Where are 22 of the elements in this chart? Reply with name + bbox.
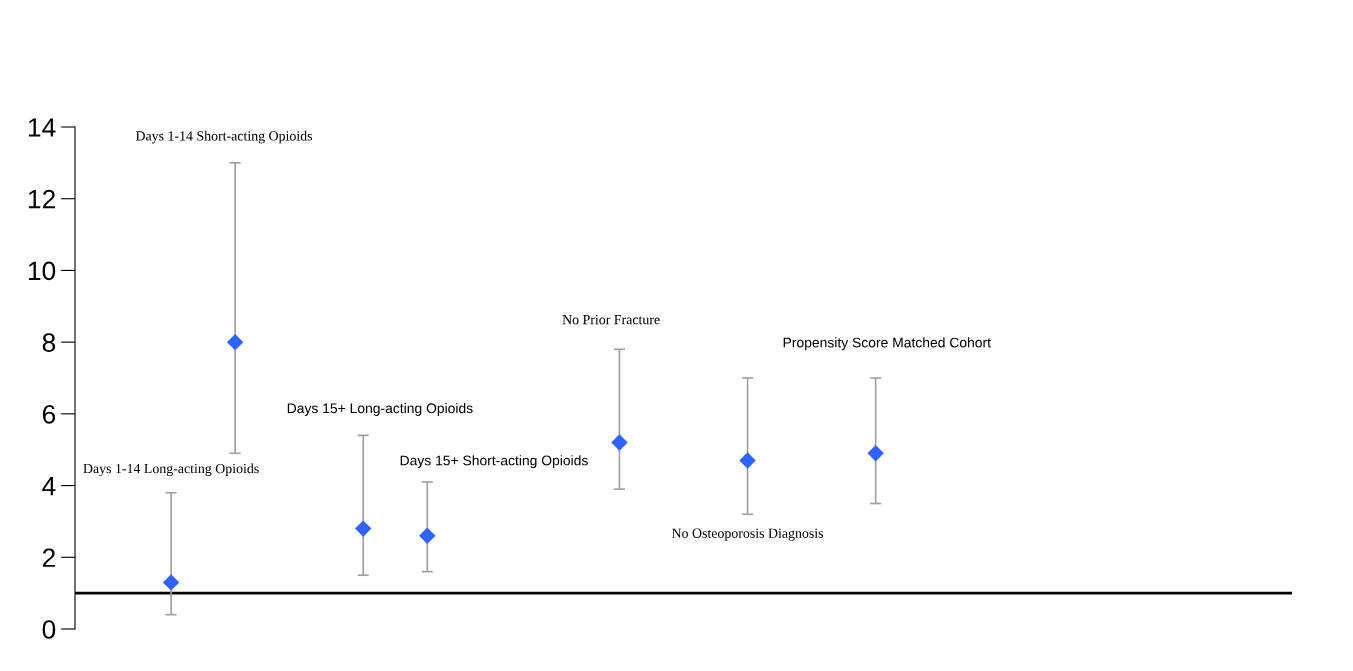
point — [226, 333, 244, 351]
y-tick-label: 2 — [42, 548, 55, 567]
y-tick-label: 14 — [28, 118, 56, 137]
y-tick-label: 6 — [42, 404, 56, 424]
y-tick-label: 4 — [42, 476, 56, 496]
point — [162, 574, 180, 591]
y-tick-label: 12 — [28, 189, 55, 209]
annotation: Days 15+ Long-acting Opioids — [287, 402, 473, 416]
point — [355, 520, 372, 537]
annotation: No Prior Fracture — [562, 314, 660, 325]
annotation: Days 1-14 Long-acting Opioids — [83, 463, 259, 477]
y-tick-label: 8 — [42, 333, 56, 352]
annotation: Propensity Score Matched Cohort — [783, 337, 991, 351]
annotation: Days 1-14 Short-acting Opioids — [135, 130, 313, 144]
y-tick-label: 10 — [28, 261, 56, 281]
point — [867, 445, 884, 462]
point — [739, 452, 756, 469]
point — [611, 434, 628, 451]
annotation: No Osteoporosis Diagnosis — [671, 528, 824, 541]
point — [419, 527, 436, 544]
y-tick-label: 0 — [42, 620, 56, 639]
annotation: Days 15+ Short-acting Opioids — [400, 455, 588, 469]
